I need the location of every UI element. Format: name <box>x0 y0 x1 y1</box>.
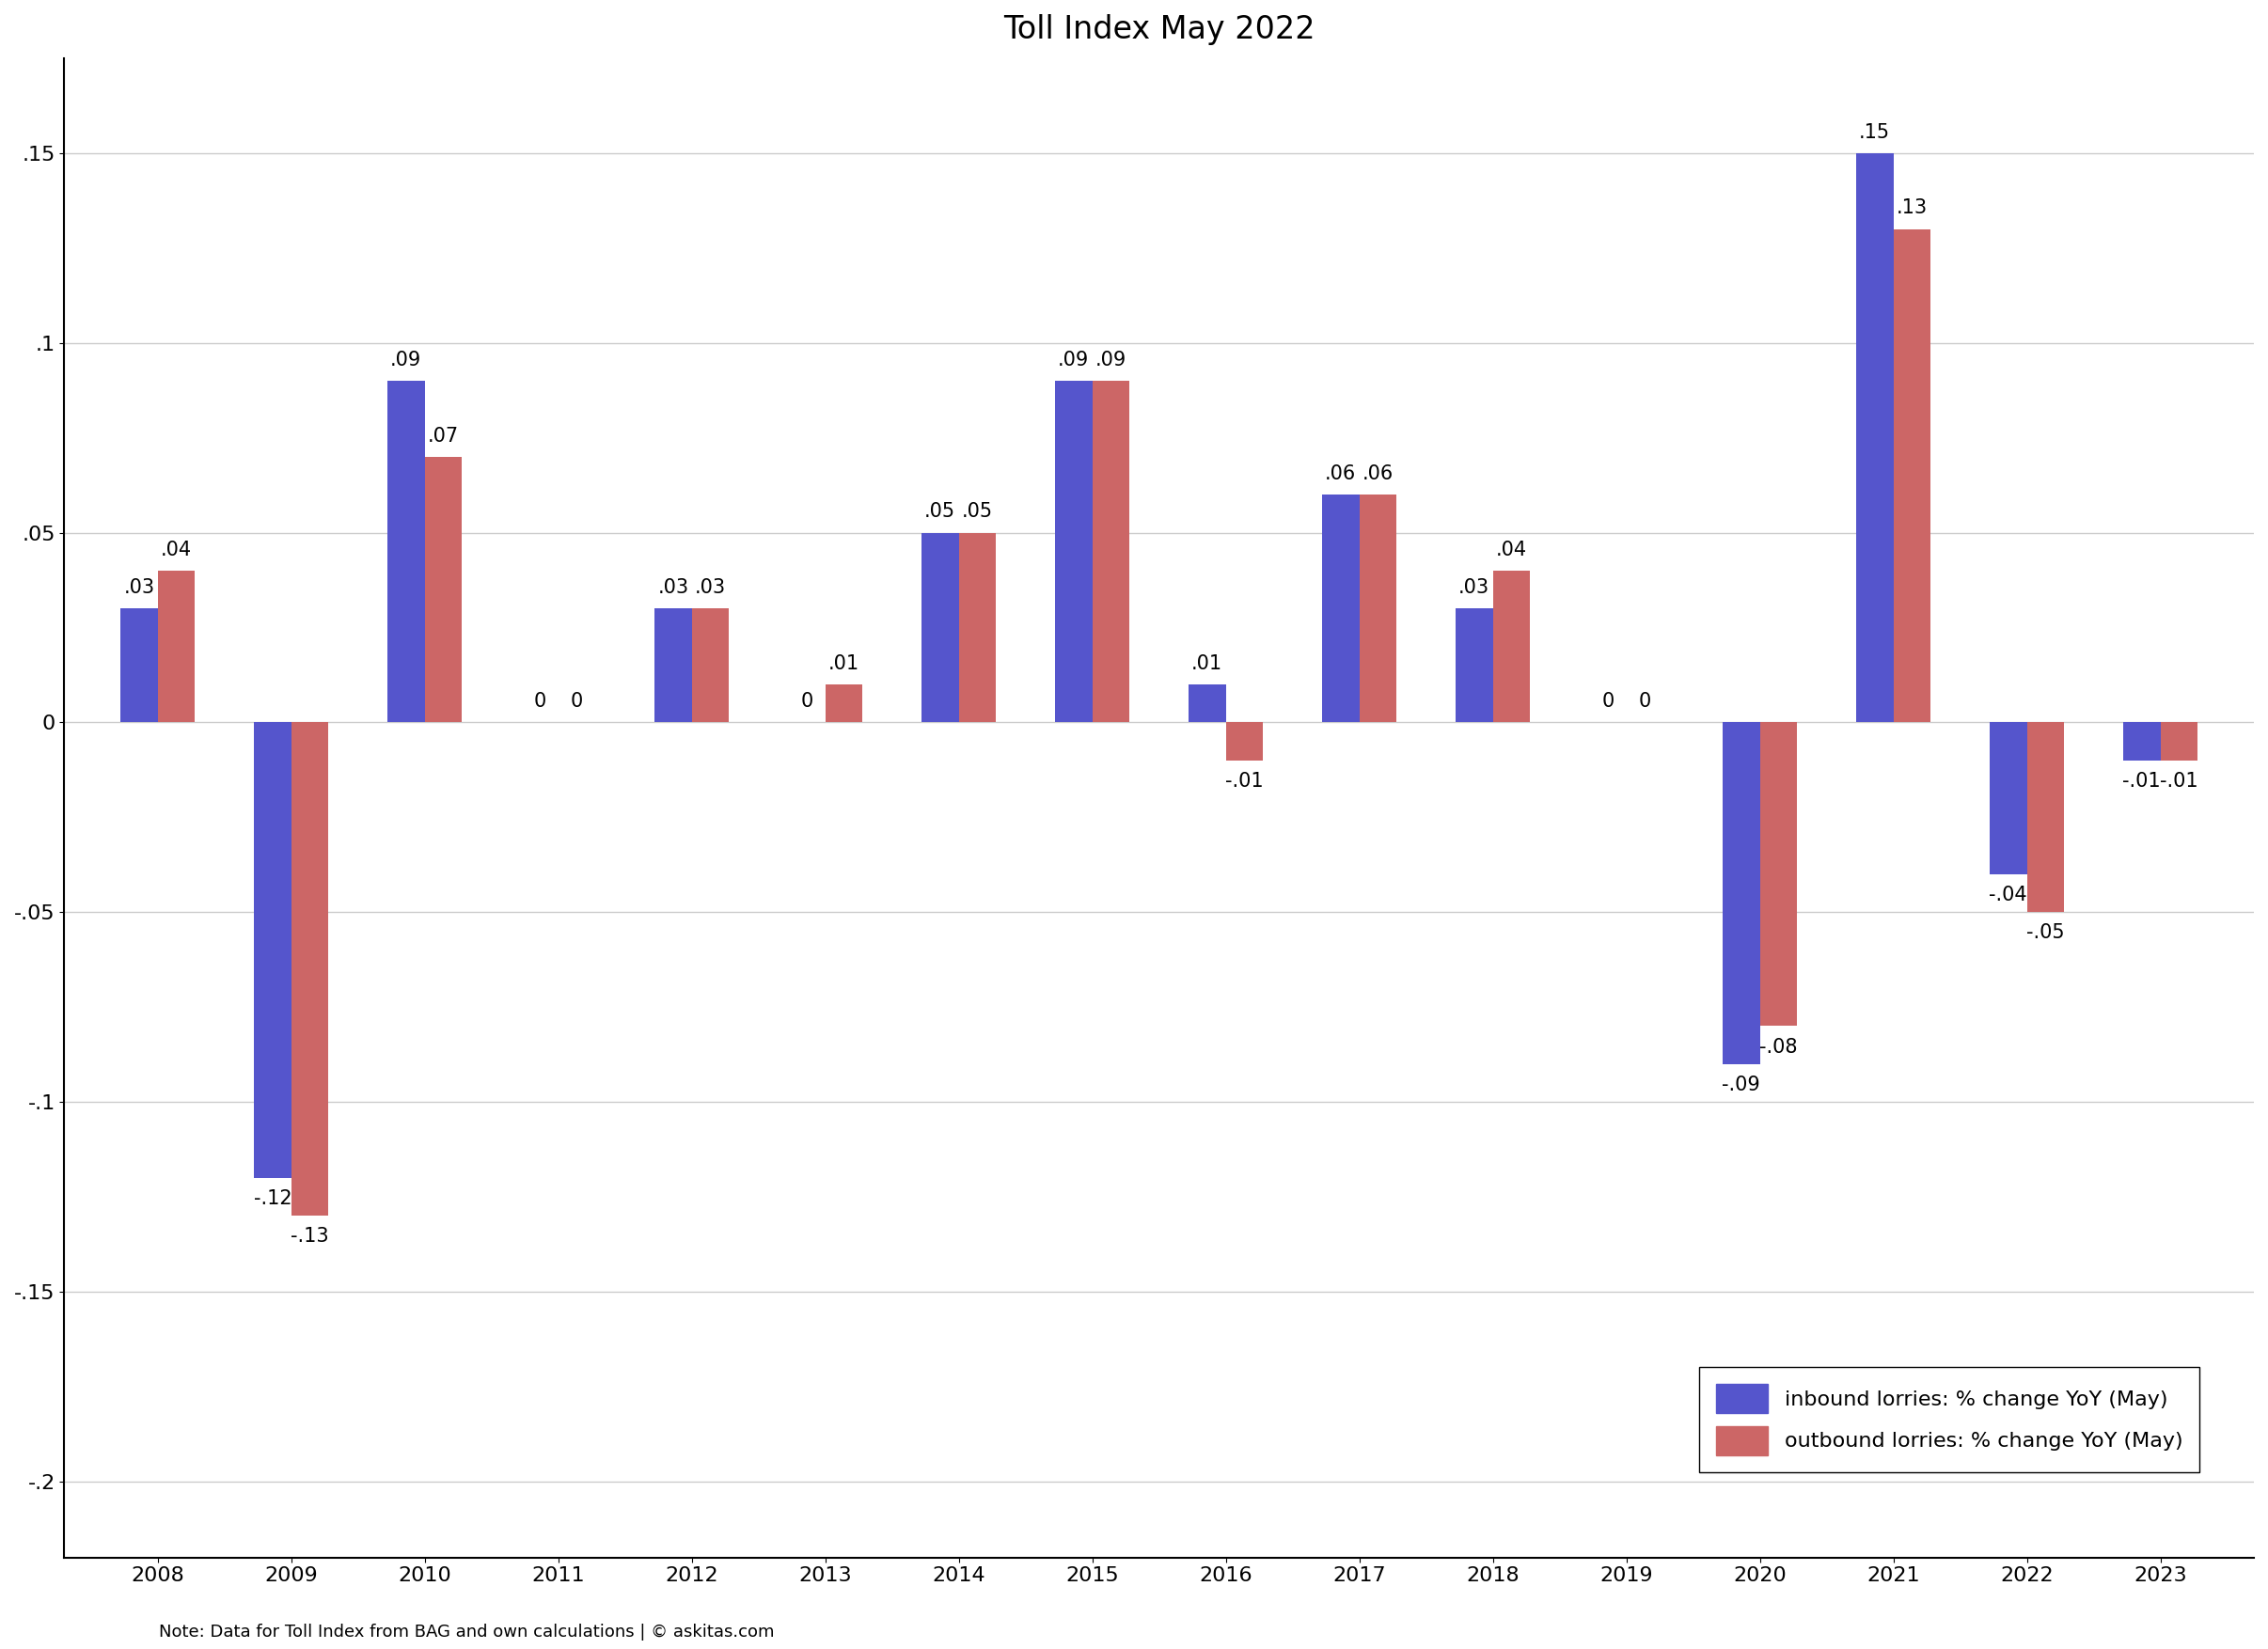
Bar <box>2161 722 2198 760</box>
Text: .09: .09 <box>390 351 422 369</box>
Title: Toll Index May 2022: Toll Index May 2022 <box>1002 15 1315 45</box>
Text: .15: .15 <box>1860 122 1889 142</box>
Bar <box>1855 153 1894 722</box>
Legend: inbound lorries: % change YoY (May), outbound lorries: % change YoY (May): inbound lorries: % change YoY (May), out… <box>1699 1367 2200 1473</box>
Bar <box>1894 229 1930 722</box>
Text: -.13: -.13 <box>290 1227 329 1247</box>
Text: .06: .06 <box>1363 465 1393 483</box>
Text: -.09: -.09 <box>1721 1075 1760 1095</box>
Bar <box>921 533 959 722</box>
Text: .06: .06 <box>1325 465 1356 483</box>
Text: -.05: -.05 <box>2028 923 2064 942</box>
Bar <box>959 533 996 722</box>
Text: -.01: -.01 <box>2123 772 2161 790</box>
Text: .03: .03 <box>694 579 726 597</box>
Bar <box>1188 684 1225 722</box>
Bar <box>1055 381 1093 722</box>
Bar <box>388 381 424 722</box>
Bar <box>826 684 862 722</box>
Text: 0: 0 <box>533 693 547 711</box>
Text: .01: .01 <box>828 655 860 673</box>
Text: 0: 0 <box>572 693 583 711</box>
Bar <box>1989 722 2028 874</box>
Bar <box>1760 722 1796 1026</box>
Bar <box>2028 722 2064 912</box>
Text: .07: .07 <box>429 427 458 445</box>
Text: 0: 0 <box>801 693 812 711</box>
Bar <box>655 608 692 722</box>
Text: -.01: -.01 <box>2159 772 2198 790</box>
Bar <box>159 571 195 722</box>
Text: .04: .04 <box>1497 541 1526 559</box>
Bar <box>2123 722 2161 760</box>
Text: .05: .05 <box>962 503 993 521</box>
Text: .04: .04 <box>161 541 193 559</box>
Bar <box>1456 608 1492 722</box>
Text: .09: .09 <box>1095 351 1127 369</box>
Bar <box>1322 495 1359 722</box>
Text: .01: .01 <box>1191 655 1222 673</box>
Text: Note: Data for Toll Index from BAG and own calculations | © askitas.com: Note: Data for Toll Index from BAG and o… <box>159 1624 773 1641</box>
Text: .05: .05 <box>925 503 955 521</box>
Text: .13: .13 <box>1896 200 1928 218</box>
Text: .03: .03 <box>122 579 154 597</box>
Text: -.12: -.12 <box>254 1189 293 1209</box>
Bar <box>120 608 159 722</box>
Bar <box>1093 381 1129 722</box>
Bar <box>1359 495 1397 722</box>
Bar <box>254 722 290 1177</box>
Bar <box>692 608 730 722</box>
Text: .03: .03 <box>1458 579 1490 597</box>
Text: 0: 0 <box>1640 693 1651 711</box>
Bar <box>424 457 463 722</box>
Bar <box>290 722 329 1215</box>
Text: 0: 0 <box>1601 693 1615 711</box>
Bar <box>1721 722 1760 1064</box>
Text: .09: .09 <box>1057 351 1089 369</box>
Bar <box>1225 722 1263 760</box>
Text: -.08: -.08 <box>1760 1037 1799 1057</box>
Text: .03: .03 <box>658 579 689 597</box>
Text: -.01: -.01 <box>1225 772 1263 790</box>
Text: -.04: -.04 <box>1989 886 2028 904</box>
Bar <box>1492 571 1531 722</box>
